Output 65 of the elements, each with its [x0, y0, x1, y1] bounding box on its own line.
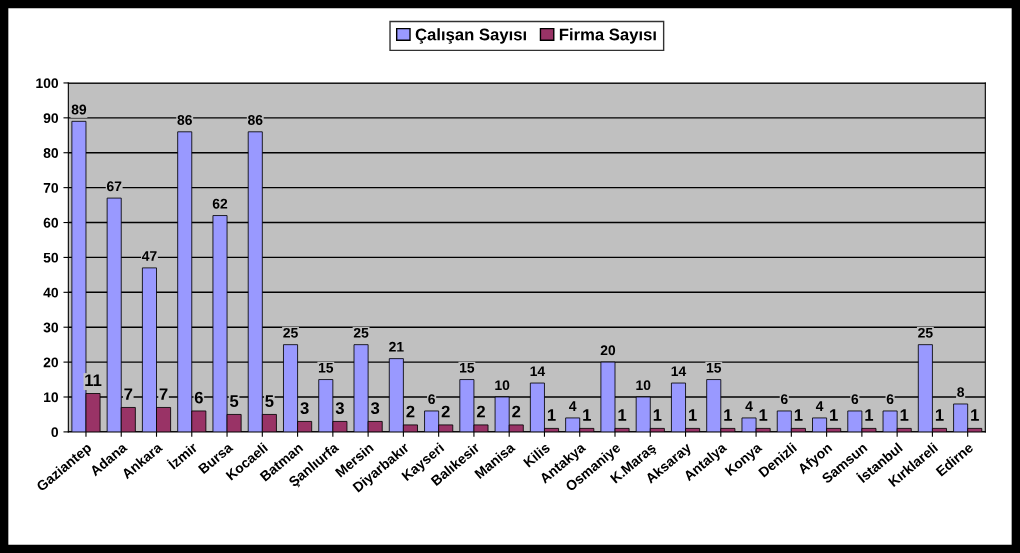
data-label: 7	[159, 388, 168, 400]
data-label: 8	[957, 387, 965, 398]
data-label: 4	[569, 401, 577, 411]
y-tick-label: 70	[43, 182, 59, 193]
data-label: 1	[618, 409, 627, 421]
y-tick-label: 80	[43, 148, 59, 158]
data-label: 1	[583, 409, 591, 421]
data-label: 1	[794, 409, 803, 421]
data-label: 6	[780, 394, 788, 405]
data-label: 2	[476, 405, 485, 418]
legend-label: Firma Sayısı	[559, 28, 656, 44]
data-label: 2	[406, 405, 415, 418]
data-label: 15	[460, 362, 475, 373]
y-tick-label: 100	[36, 78, 59, 89]
data-label: 1	[971, 409, 979, 421]
y-tick-label: 30	[43, 322, 59, 333]
data-label: 15	[318, 362, 334, 373]
data-label: 21	[389, 341, 404, 352]
y-tick-label: 60	[43, 217, 59, 228]
data-label: 62	[212, 198, 228, 209]
data-label: 1	[759, 409, 768, 421]
data-label: 3	[300, 402, 309, 414]
y-tick-label: 20	[43, 357, 59, 368]
data-label: 25	[918, 327, 933, 338]
data-label: 6	[886, 394, 894, 405]
data-label: 1	[830, 409, 838, 421]
data-label: 7	[124, 388, 133, 400]
data-label: 2	[441, 405, 450, 418]
data-label: 89	[71, 104, 87, 115]
data-label: 20	[600, 345, 616, 356]
data-label: 67	[106, 181, 122, 192]
data-label: 10	[636, 380, 651, 391]
data-label: 1	[724, 409, 733, 421]
data-label: 2	[512, 405, 521, 418]
y-tick-label: 10	[44, 392, 59, 403]
data-label: 25	[353, 327, 369, 338]
data-label: 86	[247, 115, 263, 125]
data-label: 1	[689, 409, 697, 421]
data-label: 1	[653, 409, 662, 421]
data-label: 1	[900, 409, 909, 421]
data-label: 5	[229, 395, 239, 407]
y-tick-label: 0	[51, 427, 59, 438]
y-tick-label: 40	[43, 287, 59, 298]
y-tick-label: 90	[43, 113, 59, 124]
legend-label: Çalışan Sayısı	[415, 28, 526, 44]
data-label: 4	[745, 401, 753, 411]
data-label: 1	[865, 409, 874, 421]
y-tick-label: 50	[43, 252, 59, 263]
data-label: 3	[335, 402, 344, 414]
data-label: 47	[141, 251, 157, 261]
data-label: 6	[851, 394, 859, 405]
data-label: 1	[935, 409, 944, 421]
data-label: 86	[177, 115, 192, 125]
data-label: 3	[370, 402, 380, 414]
data-label: 6	[194, 391, 203, 404]
data-label: 25	[283, 327, 298, 338]
data-label: 6	[428, 394, 435, 405]
data-label: 14	[530, 366, 546, 376]
data-label: 14	[671, 366, 687, 376]
data-label: 4	[815, 401, 824, 411]
data-label: 5	[265, 395, 274, 407]
data-label: 1	[547, 409, 556, 421]
data-label: 10	[495, 380, 510, 391]
data-label: 15	[706, 362, 722, 373]
data-label: 11	[85, 374, 102, 386]
